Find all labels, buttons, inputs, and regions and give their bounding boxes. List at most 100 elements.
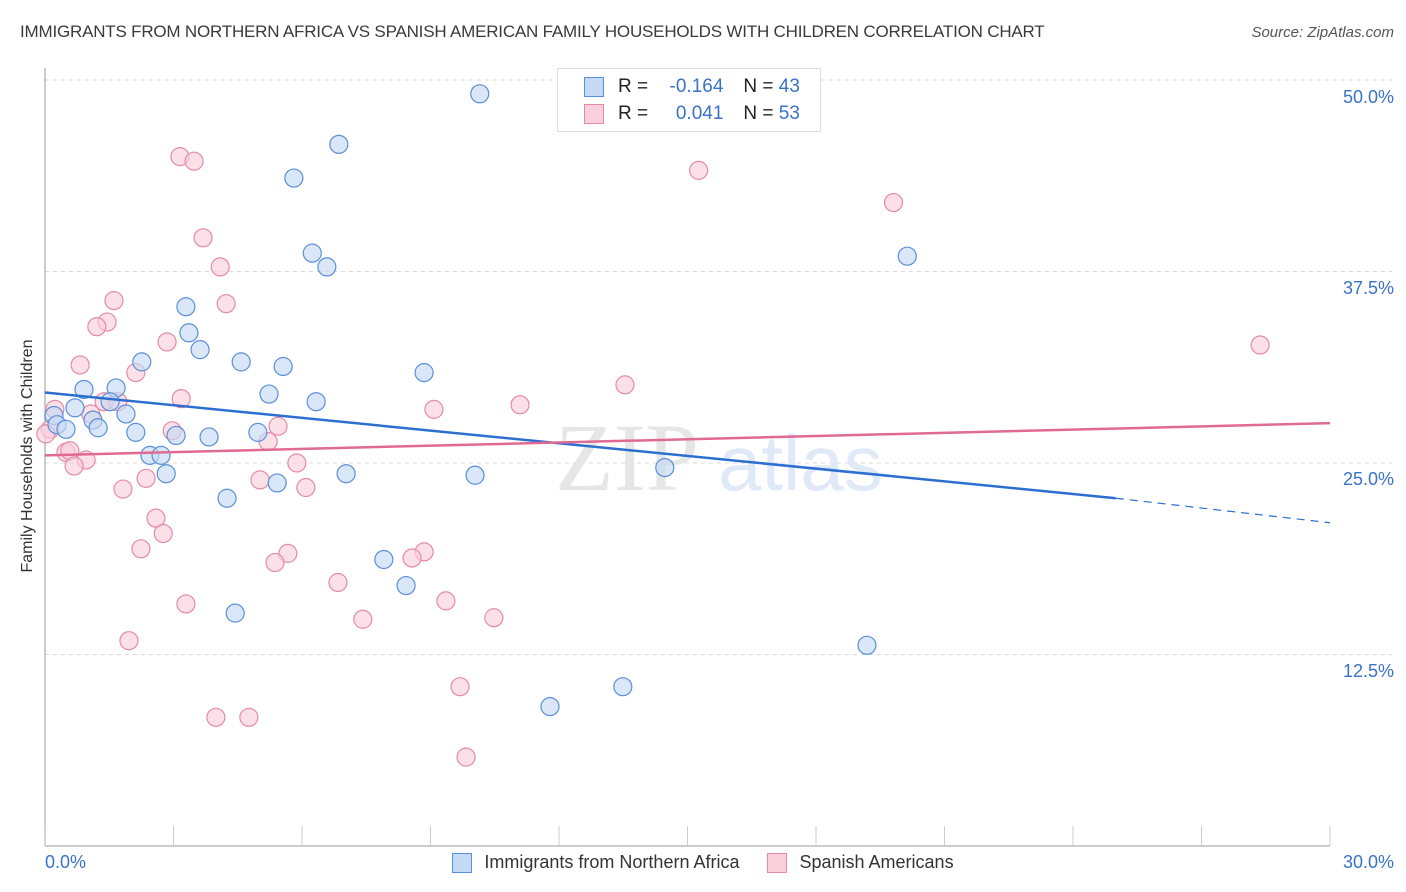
data-point: [329, 134, 349, 154]
data-point: [74, 379, 94, 400]
data-point: [484, 608, 504, 628]
data-point: [56, 419, 76, 439]
legend-item-spanish[interactable]: Spanish Americans: [767, 852, 954, 873]
data-point: [217, 488, 237, 508]
legend-swatch-pink: [584, 104, 604, 124]
data-point: [267, 473, 287, 493]
series-legend: Immigrants from Northern Africa Spanish …: [0, 852, 1406, 873]
stats-legend: R = -0.164 N = 43 R = 0.041 N = 53: [557, 68, 821, 132]
trend-line-immigrants: [44, 391, 1116, 500]
data-point: [104, 291, 124, 311]
data-point: [317, 257, 337, 277]
data-point: [613, 677, 633, 697]
data-point: [179, 323, 199, 343]
r-label: R =: [618, 103, 649, 124]
data-point: [374, 549, 394, 570]
source-credit: Source: ZipAtlas.com: [1251, 24, 1394, 41]
data-point: [171, 389, 191, 409]
data-point: [146, 508, 166, 528]
n-label: N =: [743, 76, 774, 97]
data-point: [897, 246, 917, 266]
data-point: [239, 707, 259, 727]
data-point: [396, 575, 416, 596]
data-point: [328, 572, 348, 593]
watermark-zip: ZIP: [555, 404, 699, 511]
data-point: [206, 707, 226, 727]
data-point: [88, 418, 108, 438]
stats-row-immigrants: R = -0.164 N = 43: [584, 75, 800, 99]
data-point: [436, 591, 456, 611]
data-point: [456, 747, 476, 767]
gridlines: [45, 79, 1392, 655]
x-tick-label-max: 30.0%: [1342, 852, 1394, 872]
data-point: [268, 416, 288, 436]
data-point: [199, 427, 219, 447]
data-point: [100, 392, 120, 412]
data-point: [470, 84, 490, 104]
data-point: [70, 355, 90, 375]
y-tick-label-50: 50.0%: [1342, 87, 1394, 107]
data-point: [510, 395, 530, 415]
chart-title: IMMIGRANTS FROM NORTHERN AFRICA VS SPANI…: [20, 22, 1045, 41]
data-point: [540, 696, 560, 717]
data-point: [465, 465, 485, 485]
data-point: [176, 594, 196, 614]
data-point: [136, 468, 156, 488]
data-point: [353, 609, 373, 629]
n-value: 53: [778, 103, 800, 124]
data-point: [132, 352, 152, 372]
data-point: [131, 539, 151, 559]
data-point: [402, 548, 422, 568]
legend-item-immigrants[interactable]: Immigrants from Northern Africa: [452, 852, 739, 873]
data-point: [1250, 335, 1270, 355]
data-point: [190, 340, 210, 360]
data-point: [87, 317, 107, 337]
r-value: -0.164: [669, 76, 724, 97]
data-point: [248, 422, 268, 442]
data-point: [153, 523, 173, 544]
data-point: [119, 631, 139, 651]
data-point: [210, 257, 230, 277]
data-point: [615, 375, 635, 395]
data-point: [184, 151, 204, 171]
data-point: [273, 356, 293, 377]
axes: [44, 68, 1331, 847]
data-point: [424, 399, 444, 419]
data-point: [857, 635, 877, 655]
data-point: [250, 470, 270, 490]
data-point: [450, 677, 470, 697]
legend-label: Spanish Americans: [799, 852, 954, 872]
data-point: [231, 352, 251, 372]
y-tick-label-25: 25.0%: [1342, 469, 1394, 489]
data-point: [151, 445, 171, 465]
data-point: [259, 384, 279, 404]
trend-line-spanish: [44, 421, 1331, 457]
data-point: [176, 297, 196, 317]
data-point: [302, 243, 322, 263]
legend-swatch-blue: [584, 77, 604, 97]
stats-row-spanish: R = 0.041 N = 53: [584, 102, 800, 126]
data-point: [157, 332, 177, 352]
data-point: [225, 603, 245, 623]
x-tick-label-min: 0.0%: [45, 852, 87, 872]
data-point: [414, 363, 434, 383]
data-point: [113, 479, 133, 499]
legend-swatch-blue: [452, 852, 473, 873]
data-point: [296, 477, 316, 498]
n-label: N =: [743, 103, 774, 124]
r-value: 0.041: [675, 103, 724, 124]
legend-swatch-pink: [767, 852, 788, 873]
data-point: [306, 392, 326, 412]
data-point: [287, 453, 307, 473]
data-point: [336, 464, 356, 484]
data-point: [193, 228, 213, 248]
data-point: [216, 294, 236, 314]
legend-label: Immigrants from Northern Africa: [484, 852, 740, 872]
watermark: ZIP atlas: [555, 404, 883, 511]
n-value: 43: [778, 76, 800, 97]
data-point: [64, 456, 84, 476]
data-point: [265, 552, 285, 573]
trend-line-immigrants-extension: [1115, 497, 1331, 524]
data-point: [156, 464, 176, 484]
